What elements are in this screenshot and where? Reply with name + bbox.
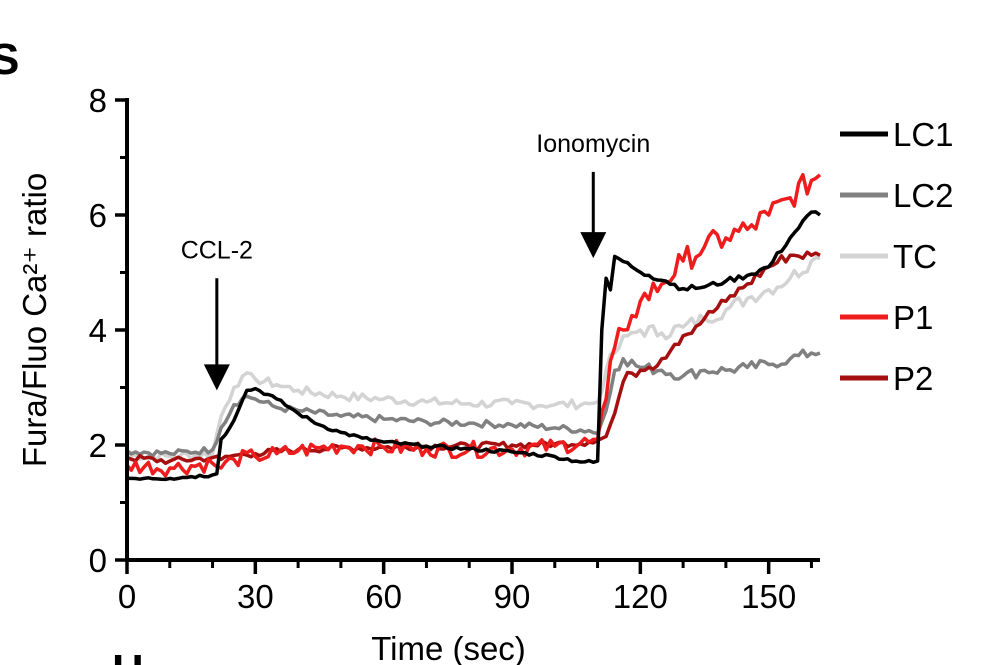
legend-label-p1: P1 <box>893 299 933 336</box>
y-axis-title: Fura/Fluo Ca²⁺ ratio <box>16 173 53 467</box>
panel-letter-bottom: H <box>112 646 144 665</box>
legend-label-lc2: LC2 <box>893 177 954 214</box>
y-tick-label: 8 <box>89 82 107 119</box>
panel-letter-top: S <box>0 35 19 84</box>
legend-label-tc: TC <box>893 238 937 275</box>
series-lines <box>125 172 822 482</box>
annotation-label-1: Ionomycin <box>536 130 650 158</box>
x-tick-label: 30 <box>237 578 274 615</box>
x-tick-label: 90 <box>494 578 531 615</box>
annotation-arrow-head-1 <box>580 232 607 259</box>
legend-label-lc1: LC1 <box>893 116 954 153</box>
x-tick-label: 120 <box>613 578 668 615</box>
x-tick-label: 150 <box>741 578 796 615</box>
x-tick-label: 0 <box>118 578 136 615</box>
annotation-label-0: CCL-2 <box>181 236 253 264</box>
y-tick-label: 6 <box>89 197 107 234</box>
series-line-lc1 <box>127 210 822 482</box>
legend-label-p2: P2 <box>893 360 933 397</box>
legend: LC1 LC2 TC P1 P2 <box>840 116 954 397</box>
axes: 0 2 4 6 8 0 30 60 90 120 150 Time (sec) Fura/Fluo Ca… <box>16 82 820 665</box>
annotations: CCL-2 Ionomycin <box>181 130 650 391</box>
series-line-p1 <box>125 172 822 478</box>
series-line-tc <box>126 255 821 462</box>
x-tick-label: 60 <box>365 578 402 615</box>
x-axis-title: Time (sec) <box>371 630 526 665</box>
y-tick-label: 2 <box>89 427 107 464</box>
annotation-arrow-head-0 <box>203 364 230 391</box>
y-tick-label: 4 <box>89 312 107 349</box>
y-tick-label: 0 <box>89 542 107 579</box>
